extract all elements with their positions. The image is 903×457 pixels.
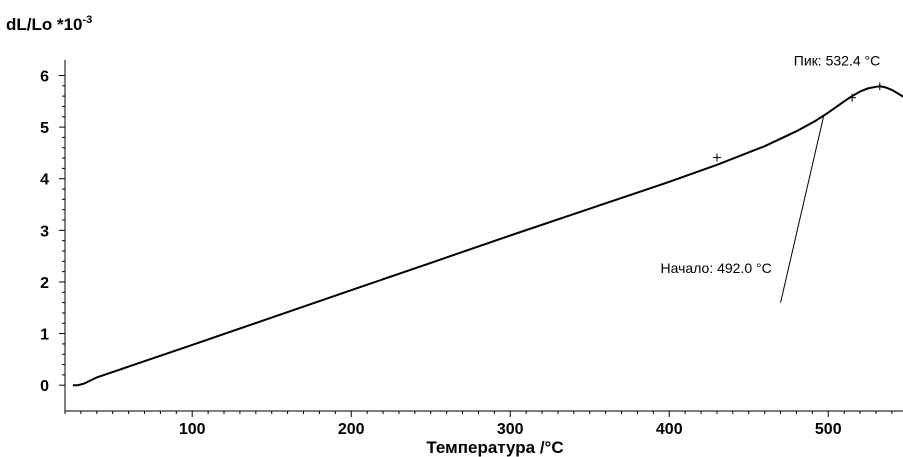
x-tick-label: 500 [815, 421, 842, 438]
y-tick-label: 5 [40, 120, 49, 137]
x-tick-label: 300 [497, 421, 524, 438]
y-tick-label: 3 [40, 223, 49, 240]
y-tick-label: 4 [40, 172, 49, 189]
y-tick-label: 2 [40, 275, 49, 292]
onset-leader-line [780, 116, 824, 303]
y-axis-label: dL/Lo *10-3 [6, 14, 93, 34]
x-tick-label: 100 [179, 421, 206, 438]
y-tick-label: 1 [40, 327, 49, 344]
y-tick-label: 0 [40, 378, 49, 395]
peak-annotation: Пик: 532.4 °C [794, 52, 880, 68]
dilatation-curve [73, 85, 903, 387]
onset-annotation: Начало: 492.0 °C [661, 260, 772, 276]
x-tick-label: 400 [656, 421, 683, 438]
x-tick-label: 200 [338, 421, 365, 438]
y-tick-label: 6 [40, 68, 49, 85]
x-axis-label: Температура /°C [426, 438, 563, 457]
